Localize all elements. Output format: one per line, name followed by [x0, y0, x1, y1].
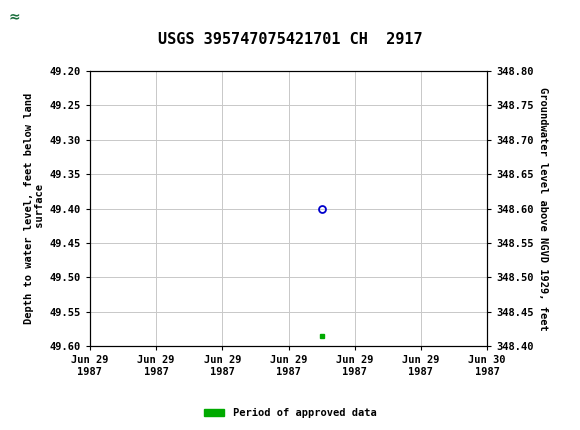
Y-axis label: Groundwater level above NGVD 1929, feet: Groundwater level above NGVD 1929, feet — [538, 87, 548, 330]
Text: USGS 395747075421701 CH  2917: USGS 395747075421701 CH 2917 — [158, 32, 422, 47]
FancyBboxPatch shape — [0, 3, 32, 29]
Text: ≈: ≈ — [9, 9, 20, 23]
Legend: Period of approved data: Period of approved data — [200, 404, 380, 423]
Text: USGS: USGS — [44, 9, 90, 24]
Y-axis label: Depth to water level, feet below land
 surface: Depth to water level, feet below land su… — [24, 93, 45, 324]
Text: USGS: USGS — [6, 9, 53, 24]
